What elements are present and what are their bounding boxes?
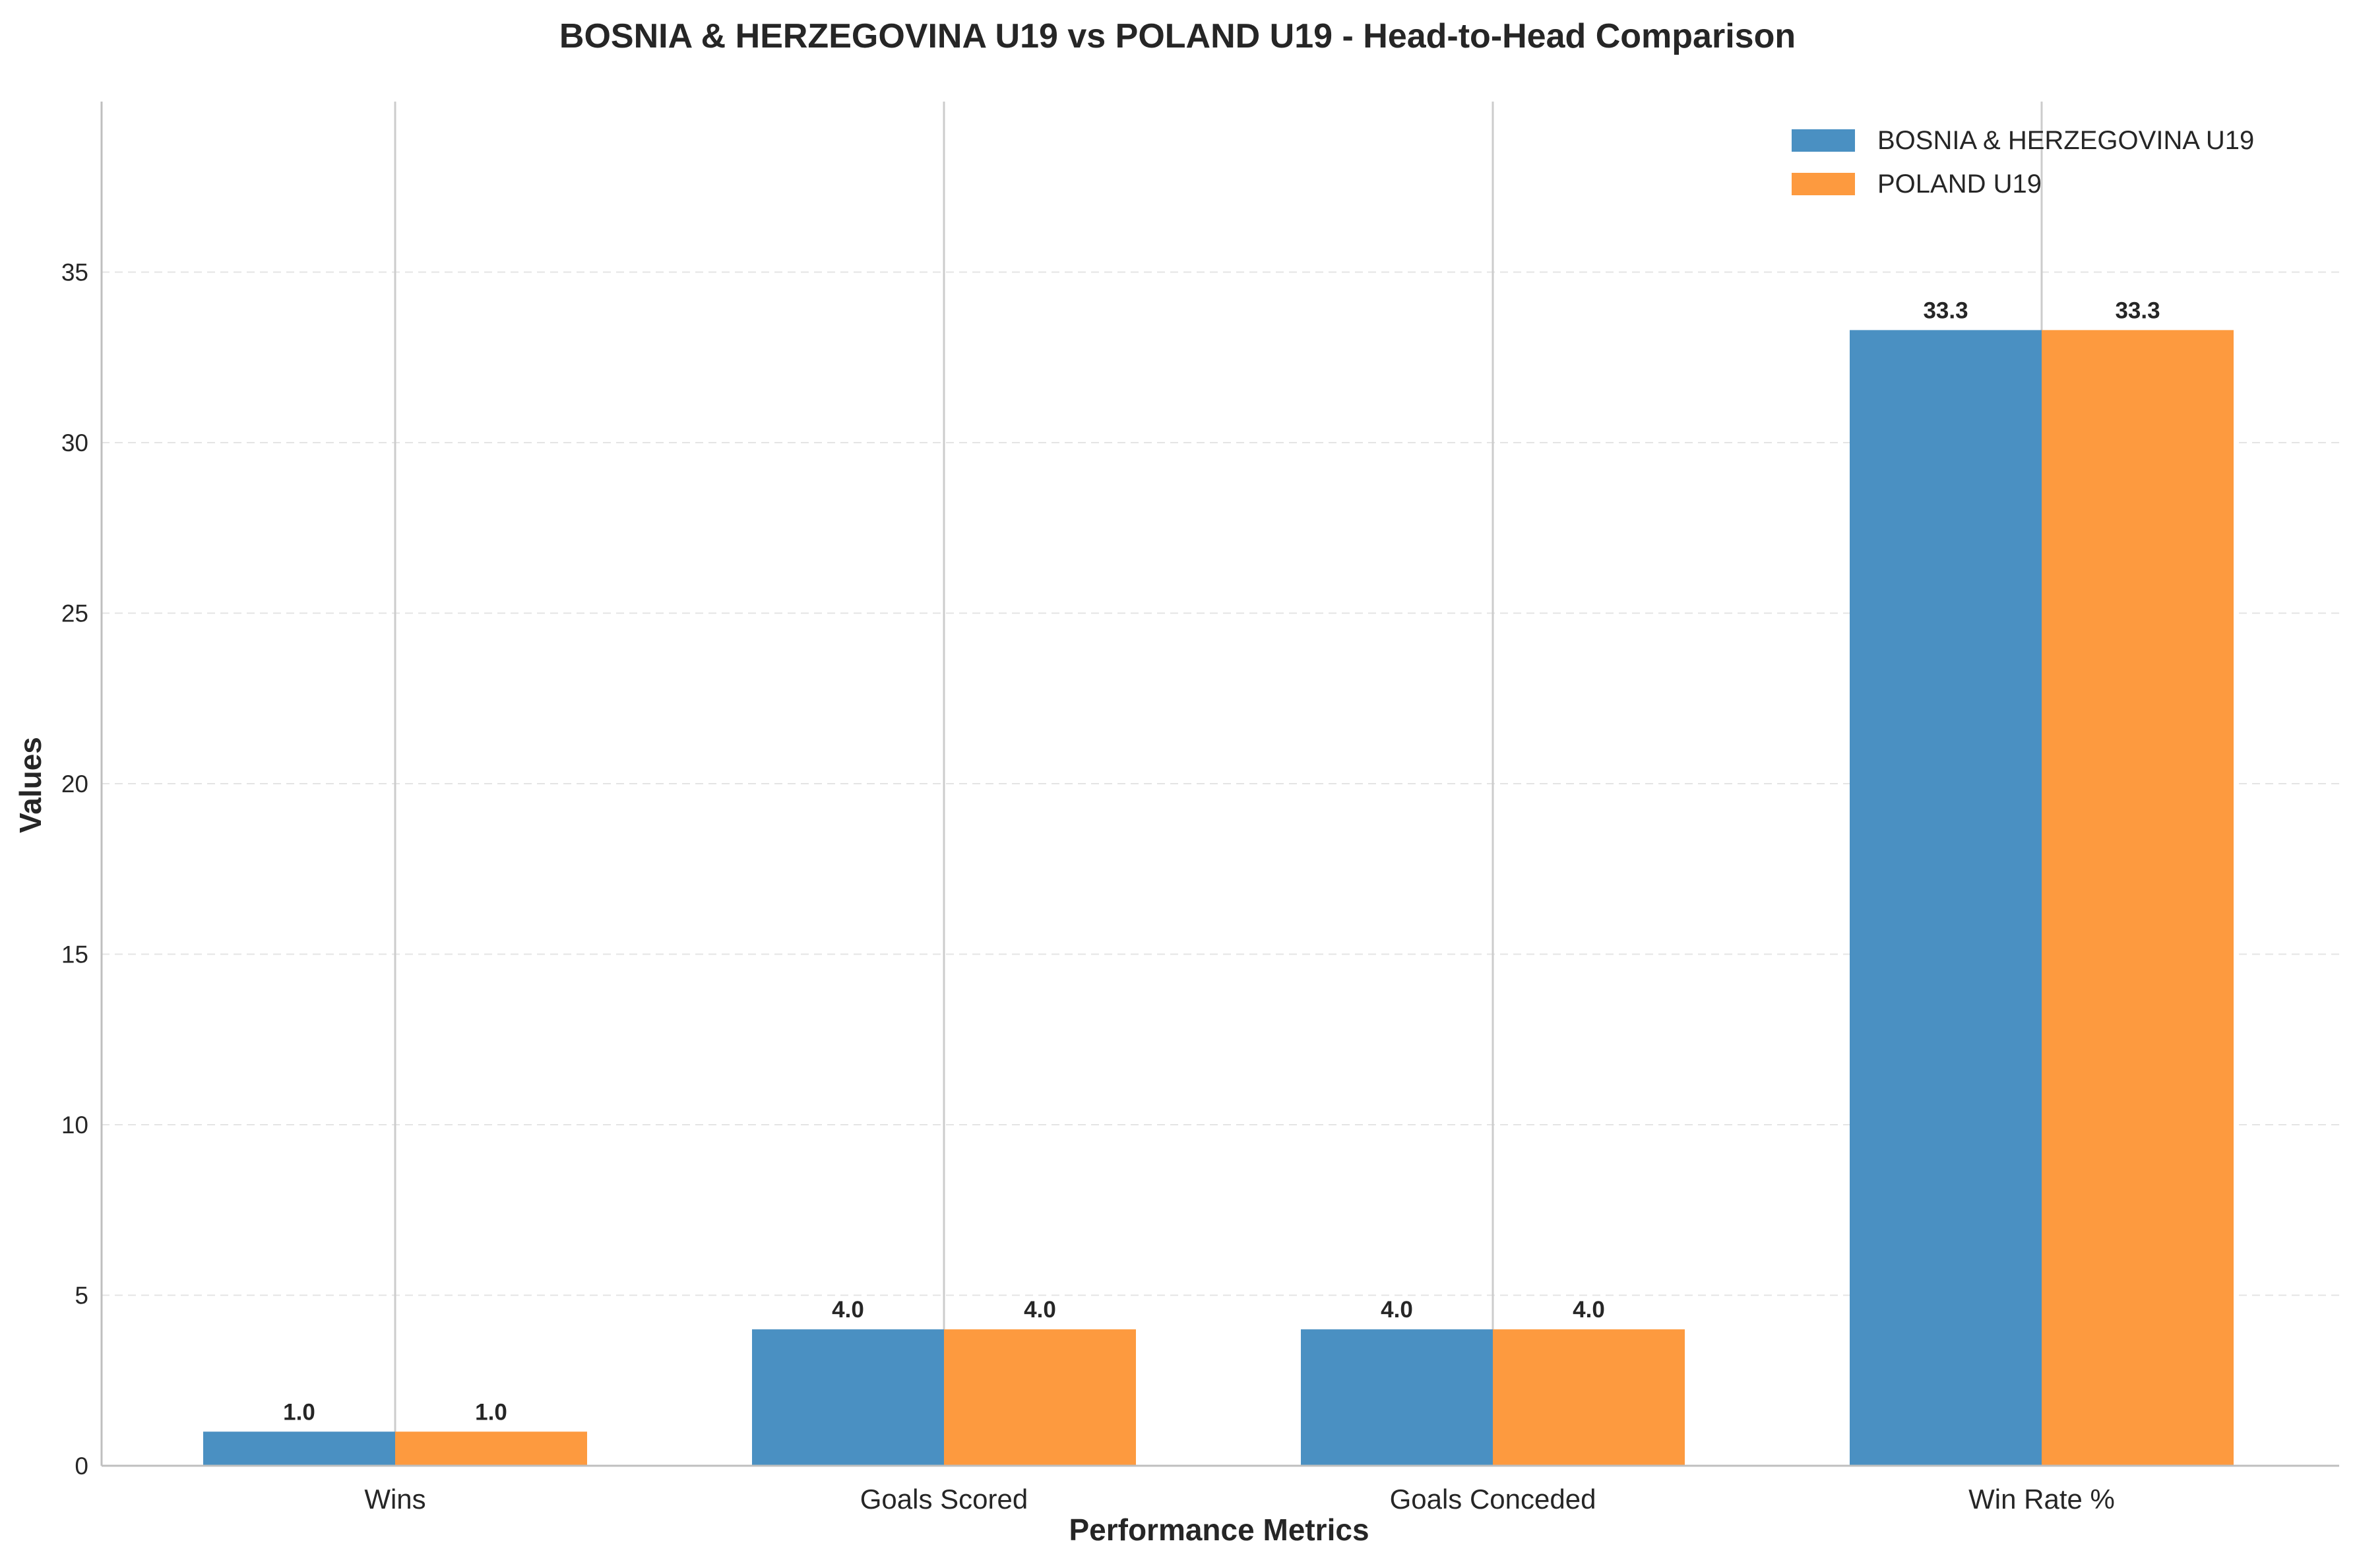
- data-label: 1.0: [283, 1399, 315, 1425]
- y-axis-label: Values: [13, 737, 47, 833]
- axes: 0 5 10 15 20 25 30 35 Wins Goals Scored Goals Conc…: [61, 102, 2339, 1515]
- y-tick-label: 30: [61, 429, 88, 456]
- bar: [1301, 1329, 1493, 1466]
- data-label: 1.0: [475, 1399, 507, 1425]
- y-tick-label: 20: [61, 770, 88, 798]
- bar: [752, 1329, 944, 1466]
- x-axis-label: Performance Metrics: [1069, 1513, 1369, 1547]
- legend-label: POLAND U19: [1877, 170, 2042, 199]
- x-tick-label: Wins: [364, 1484, 425, 1515]
- chart-title: BOSNIA & HERZEGOVINA U19 vs POLAND U19 -…: [559, 17, 1796, 55]
- y-tick-label: 15: [61, 941, 88, 968]
- y-tick-label: 5: [75, 1282, 88, 1309]
- data-label: 33.3: [2115, 298, 2160, 323]
- data-labels: 1.0 4.0 4.0 33.3 1.0 4.0 4.0 33.3: [283, 298, 2160, 1425]
- data-label: 4.0: [832, 1297, 864, 1323]
- x-tick-label: Goals Conceded: [1390, 1484, 1596, 1515]
- legend-swatch: [1792, 129, 1855, 152]
- y-tick-label: 35: [61, 259, 88, 286]
- y-tick-label: 25: [61, 600, 88, 627]
- data-label: 4.0: [1381, 1297, 1413, 1323]
- bar: [1493, 1329, 1685, 1466]
- y-tick-label: 10: [61, 1112, 88, 1139]
- x-tick-label: Win Rate %: [1968, 1484, 2115, 1515]
- legend: BOSNIA & HERZEGOVINA U19 POLAND U19: [1792, 126, 2254, 199]
- y-tick-label: 0: [75, 1453, 88, 1480]
- data-label: 33.3: [1923, 298, 1968, 323]
- bar: [395, 1431, 587, 1466]
- legend-swatch: [1792, 173, 1855, 195]
- bars: [203, 330, 2234, 1466]
- bar: [203, 1431, 395, 1466]
- legend-label: BOSNIA & HERZEGOVINA U19: [1877, 126, 2254, 155]
- bar: [2042, 330, 2234, 1466]
- bar: [1850, 330, 2042, 1466]
- bar: [944, 1329, 1136, 1466]
- data-label: 4.0: [1024, 1297, 1056, 1323]
- x-tick-label: Goals Scored: [860, 1484, 1028, 1515]
- data-label: 4.0: [1573, 1297, 1605, 1323]
